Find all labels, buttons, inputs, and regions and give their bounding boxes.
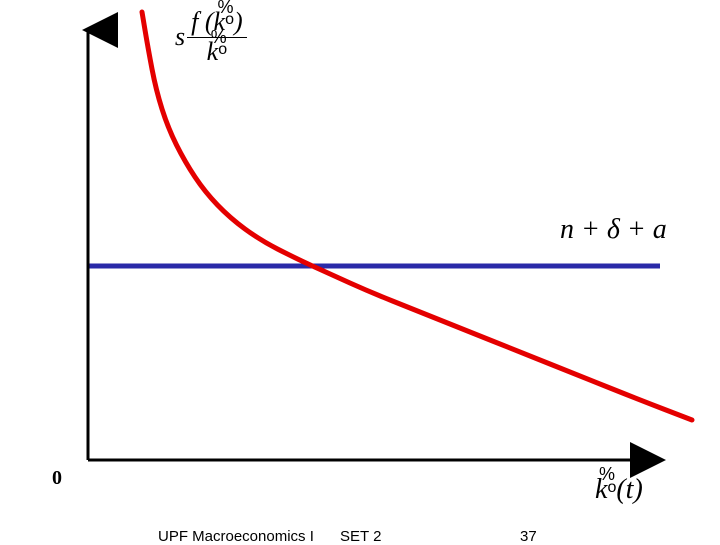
chart-svg [0, 0, 720, 540]
footer-course: UPF Macroeconomics I [158, 528, 314, 545]
x-axis-label: ko(t) [595, 475, 643, 506]
footer-page: 37 [520, 528, 537, 545]
curve-formula-label: s f (ko) ko [175, 8, 247, 66]
footer-set: SET 2 [340, 528, 381, 545]
solow-chart: s f (ko) ko n + δ + a ko(t) 0 UPF Macroe… [0, 0, 720, 540]
horizontal-line-label: n + δ + a [560, 215, 667, 246]
origin-label: 0 [52, 467, 62, 490]
